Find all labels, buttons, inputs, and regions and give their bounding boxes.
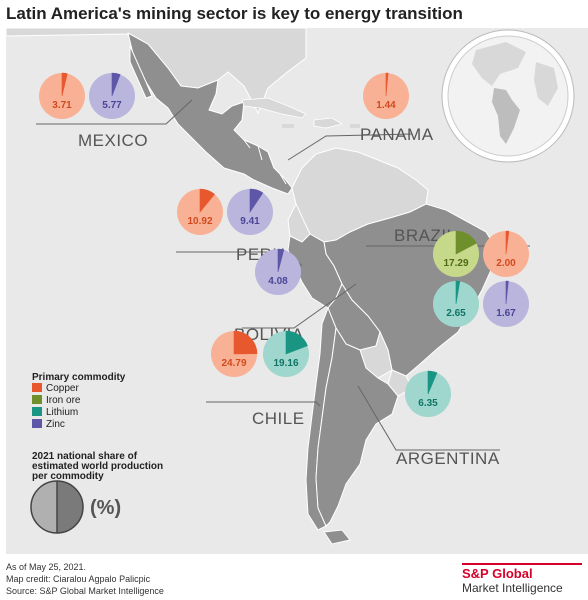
globe-inset: [441, 29, 575, 163]
footer: As of May 25, 2021. Map credit: Ciaralou…: [6, 561, 164, 597]
pie-value-label: 2.65: [446, 308, 466, 319]
map-area: MEXICO PANAMA PERU BRAZIL BOLIVIA CHILE …: [6, 28, 588, 554]
pie-value-label: 24.79: [221, 358, 246, 369]
pie-share-wedge: [61, 72, 68, 97]
legend-title: Primary commodity: [32, 372, 126, 383]
label-argentina: ARGENTINA: [396, 449, 500, 468]
pie-value-label: 4.08: [268, 276, 288, 287]
legend-label-copper: Copper: [46, 383, 79, 394]
pie-brazil-iron-ore: 17.29: [433, 230, 479, 277]
pie-value-label: 17.29: [443, 258, 468, 269]
pie-share-wedge: [427, 370, 438, 395]
central-america-borders: [243, 139, 287, 185]
footer-map-credit: Map credit: Ciaralou Agpalo Palicpic: [6, 574, 151, 584]
share-legend-title-line-1: 2021 national share of: [32, 451, 138, 462]
pie-mexico-zinc: 5.77: [89, 72, 135, 119]
pie-panama-copper: 1.44: [363, 72, 409, 119]
tierra-del-fuego: [323, 529, 351, 545]
pie-share-wedge: [455, 280, 461, 305]
pie-brazil-zinc: 1.67: [483, 280, 529, 327]
commodity-pies: 3.71 5.77 1.44 10.92 9.41 17.29 2.00 2.65 1.67 4.…: [39, 72, 529, 417]
pie-share-wedge: [249, 188, 264, 213]
pie-value-label: 6.35: [418, 398, 438, 409]
pie-chile-copper: 24.79: [211, 330, 258, 377]
pie-argentina-lithium: 6.35: [405, 370, 451, 417]
pie-value-label: 1.67: [496, 308, 516, 319]
pie-value-label: 2.00: [496, 258, 516, 269]
leader-bolivia: [242, 283, 357, 329]
pie-mexico-copper: 3.71: [39, 72, 85, 119]
pie-peru-zinc: 9.41: [227, 188, 273, 235]
pie-value-label: 9.41: [240, 216, 260, 227]
share-legend-unit: (%): [90, 497, 121, 519]
legend-swatch-iron-ore: [32, 395, 42, 404]
brand-rule: [462, 563, 582, 565]
brand-logo: S&P Global Market Intelligence: [462, 563, 584, 595]
share-legend-title-line-3: per commodity: [32, 471, 104, 482]
label-panama: PANAMA: [360, 125, 434, 144]
pie-brazil-lithium: 2.65: [433, 280, 479, 327]
jamaica: [282, 124, 294, 128]
pie-share-wedge: [455, 230, 477, 255]
legend-label-lithium: Lithium: [46, 407, 78, 418]
puerto-rico: [350, 124, 360, 128]
cuba: [241, 97, 307, 119]
pie-value-label: 1.44: [376, 100, 396, 111]
pie-share-wedge: [505, 230, 510, 255]
legend-swatch-lithium: [32, 407, 42, 416]
country-labels: MEXICO PANAMA PERU BRAZIL BOLIVIA CHILE …: [78, 125, 500, 468]
leader-mexico: [36, 99, 193, 125]
label-mexico: MEXICO: [78, 131, 148, 150]
pie-value-label: 5.77: [102, 100, 122, 111]
pie-value-label: 3.71: [52, 100, 72, 111]
pie-value-label: 19.16: [273, 358, 298, 369]
pie-bolivia-zinc: 4.08: [255, 248, 301, 295]
argentina-landmass: [315, 326, 399, 527]
chart-title: Latin America's mining sector is key to …: [6, 4, 463, 23]
pie-share-wedge: [111, 72, 121, 97]
pie-brazil-copper: 2.00: [483, 230, 529, 277]
label-chile: CHILE: [252, 409, 305, 428]
pie-chile-lithium: 19.16: [263, 330, 309, 377]
legend-swatch-zinc: [32, 419, 42, 428]
pie-share-wedge: [285, 330, 308, 355]
leader-argentina: [357, 385, 500, 451]
hispaniola: [313, 117, 344, 129]
footer-source: Source: S&P Global Market Intelligence: [6, 586, 164, 596]
share-legend-pie-icon: [30, 480, 84, 534]
legend-label-iron-ore: Iron ore: [46, 395, 81, 406]
pie-share-wedge: [199, 188, 215, 213]
pie-share-wedge: [233, 330, 258, 355]
pie-share-wedge: [505, 280, 509, 305]
map-canvas: MEXICO PANAMA PERU BRAZIL BOLIVIA CHILE …: [6, 28, 588, 554]
brand-name: S&P Global: [462, 566, 533, 581]
pie-peru-copper: 10.92: [177, 188, 223, 235]
pie-value-label: 10.92: [187, 216, 212, 227]
pie-share-wedge: [385, 72, 389, 97]
share-legend-title-line-2: estimated world production: [32, 461, 163, 472]
brand-subname: Market Intelligence: [462, 581, 563, 595]
footer-date: As of May 25, 2021.: [6, 562, 87, 572]
legend-label-zinc: Zinc: [46, 419, 65, 430]
leader-panama: [287, 133, 413, 161]
legend-swatch-copper: [32, 383, 42, 392]
baja-california: [129, 45, 153, 99]
leader-chile: [206, 401, 321, 407]
pie-share-wedge: [277, 248, 285, 273]
